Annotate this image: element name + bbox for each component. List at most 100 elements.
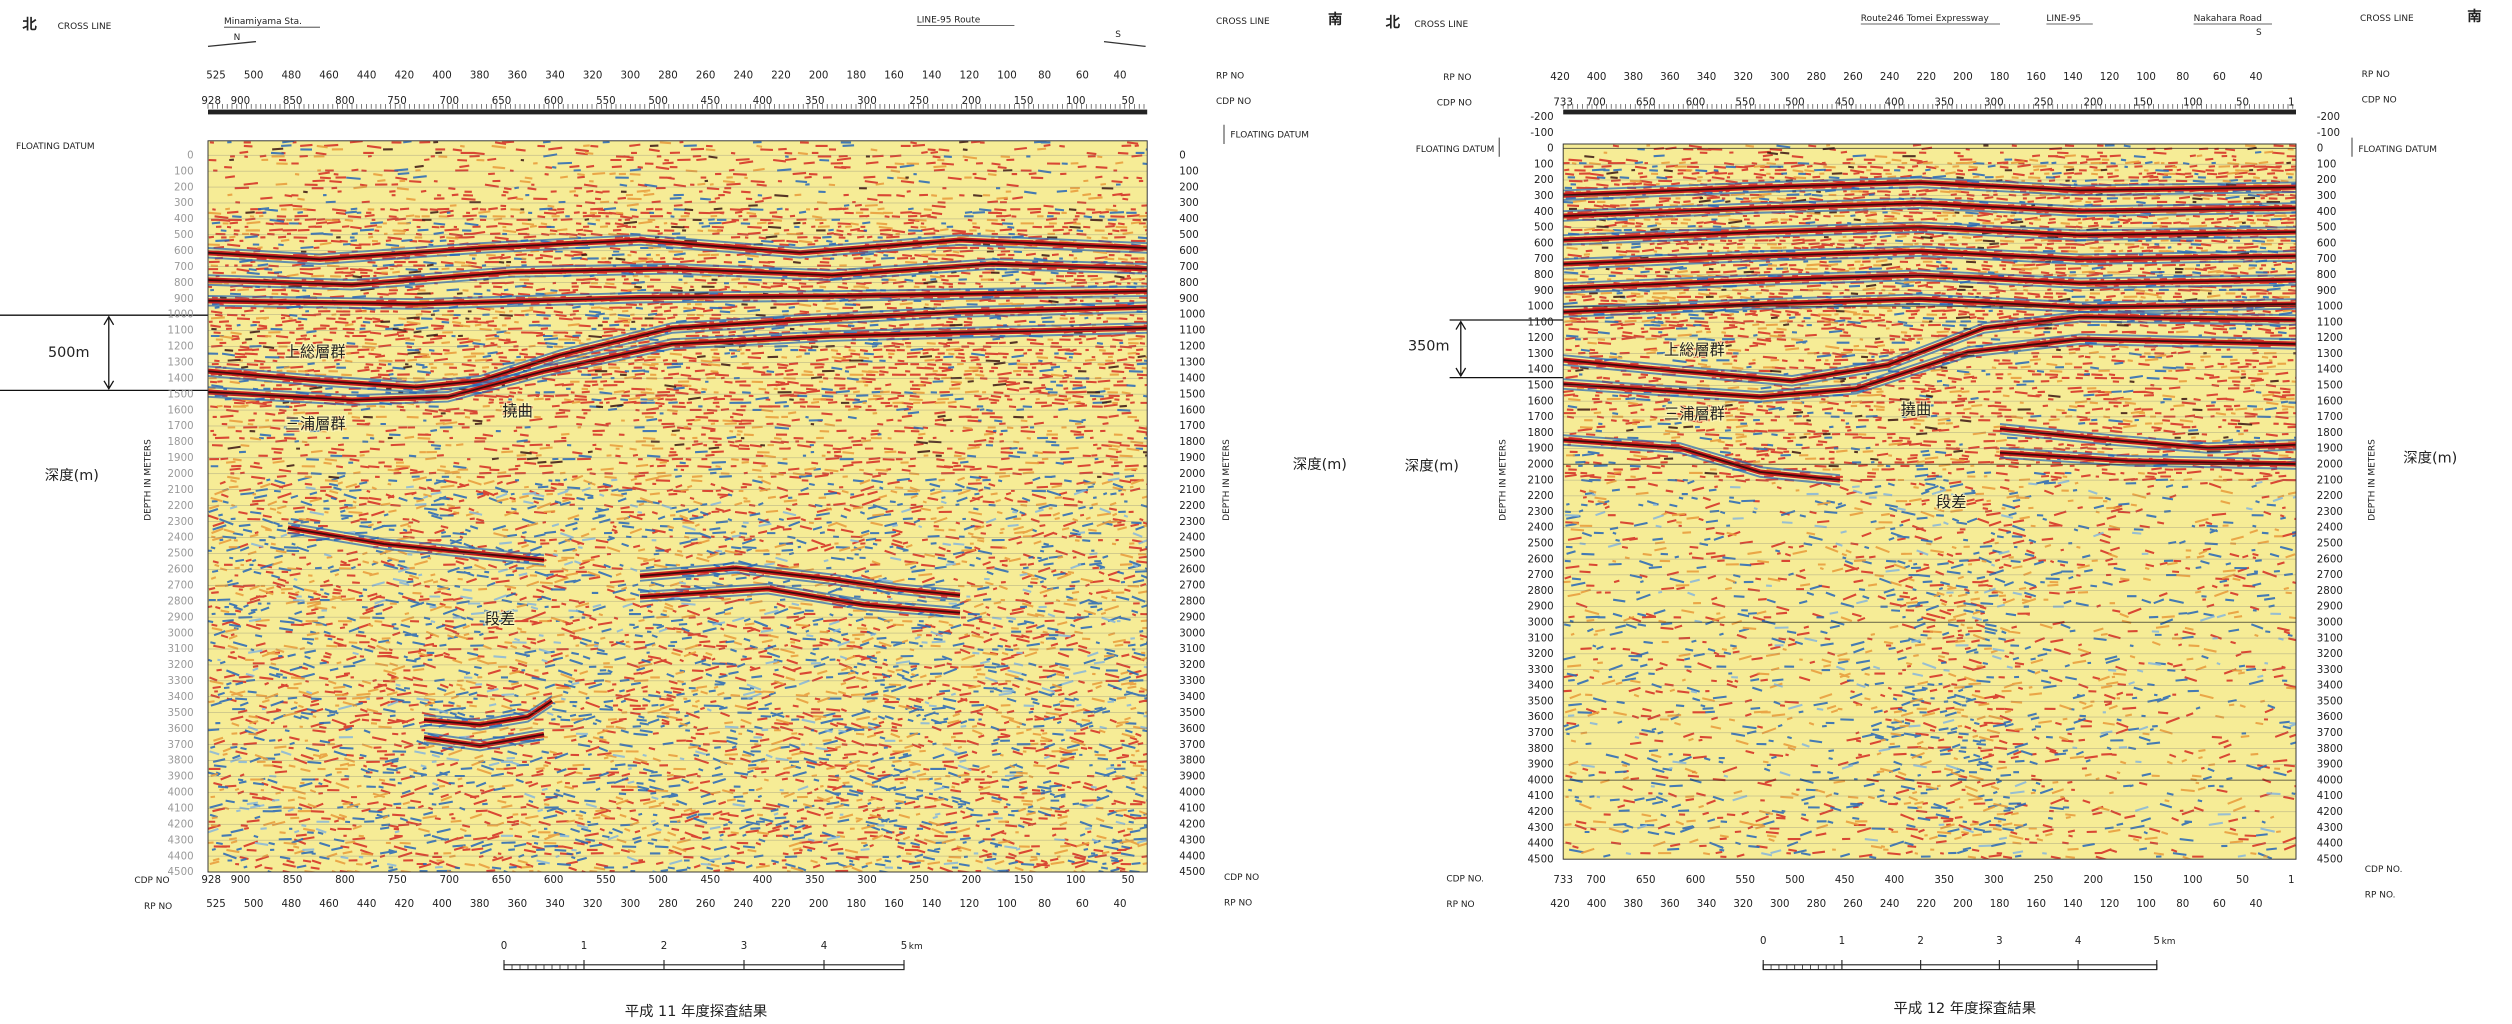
depth-tick-label: 3600 — [168, 723, 194, 735]
reflector — [639, 587, 961, 614]
depth-tick-label: 1900 — [2317, 443, 2343, 455]
cdp-number: 650 — [1636, 97, 1656, 109]
depth-tick-label: 600 — [1179, 245, 1199, 257]
scale-bar-label: 3 — [741, 940, 748, 952]
depth-tick-label: 1300 — [2317, 348, 2343, 360]
depth-tick-label: 2500 — [1528, 537, 1554, 549]
rp-number: 480 — [282, 69, 302, 81]
depth-tick-label: 1700 — [1179, 420, 1205, 432]
cdp-number: 733 — [1553, 874, 1573, 886]
line-name: LINE-95 Route — [917, 15, 981, 25]
rp-number: 260 — [696, 898, 716, 910]
reflector — [1563, 343, 2296, 403]
depth-tick-label: 2300 — [168, 516, 194, 528]
depth-tick-label: 2000 — [1179, 468, 1205, 480]
rp-number: 300 — [621, 69, 641, 81]
depth-label: 深度(m) — [2403, 449, 2457, 466]
depth-tick-label: 4000 — [168, 787, 194, 799]
depth-tick-label: 3400 — [1528, 680, 1554, 692]
depth-tick-label: 2400 — [2317, 522, 2343, 534]
rp-number: 300 — [621, 898, 641, 910]
depth-tick-label: 1200 — [1179, 341, 1205, 353]
depth-tick-label: 4500 — [1179, 866, 1205, 878]
depth-tick-label: 400 — [174, 213, 194, 225]
shotpoint-bar — [208, 109, 1148, 115]
reflector — [1563, 202, 2296, 217]
rp-number: 380 — [1623, 898, 1643, 910]
depth-tick-label: 3800 — [168, 755, 194, 767]
depth-tick-label: -200 — [2317, 111, 2340, 123]
rp-number: 160 — [884, 898, 904, 910]
rp-number: 80 — [2176, 898, 2189, 910]
cdp-number: 600 — [1686, 874, 1706, 886]
depth-tick-label: 3000 — [1179, 627, 1205, 639]
cross-line-label: CROSS LINE — [2360, 14, 2414, 24]
rp-label: RP NO — [2362, 70, 2390, 80]
depth-tick-label: 3900 — [1179, 771, 1205, 783]
depth-tick-label: 1800 — [1179, 436, 1205, 448]
depth-tick-label: 500 — [1534, 222, 1554, 234]
depth-tick-label: 2400 — [1179, 532, 1205, 544]
seismic-noise — [208, 477, 1148, 872]
depth-tick-label: 4500 — [1528, 853, 1554, 865]
depth-tick-label: 3700 — [1528, 727, 1554, 739]
depth-tick-label: 3100 — [1528, 632, 1554, 644]
cdp-number: 1 — [2288, 874, 2295, 886]
depth-tick-label: 4100 — [1179, 802, 1205, 814]
reflector — [208, 243, 1148, 265]
depth-tick-label: 4200 — [1179, 818, 1205, 830]
depth-tick-label: 900 — [2317, 285, 2337, 297]
depth-tick-label: 1500 — [1528, 380, 1554, 392]
cdp-number: 550 — [1735, 97, 1755, 109]
depth-tick-label: 4400 — [2317, 838, 2343, 850]
depth-tick-label: 3700 — [168, 739, 194, 751]
cdp-number: 450 — [1835, 874, 1855, 886]
depth-tick-label: 1300 — [1179, 356, 1205, 368]
depth-tick-label: 4200 — [1528, 806, 1554, 818]
depth-tick-label: 700 — [1179, 261, 1199, 273]
rp-number: 240 — [734, 69, 754, 81]
reflector — [1999, 427, 2296, 449]
rp-number: 280 — [1807, 898, 1827, 910]
depth-tick-label: 1000 — [168, 309, 194, 321]
depth-tick-label: 200 — [2317, 174, 2337, 186]
rp-number: 480 — [282, 898, 302, 910]
depth-tick-label: 1700 — [1528, 411, 1554, 423]
depth-tick-label: 300 — [1534, 190, 1554, 202]
depth-axis-title: DEPTH IN METERS — [1222, 439, 1232, 521]
rp-number: 380 — [1623, 71, 1643, 83]
depth-tick-label: 300 — [1179, 197, 1199, 209]
seismic-section — [1563, 144, 2296, 860]
thickness-label: 500m — [48, 345, 90, 361]
cdp-number: 400 — [753, 95, 773, 107]
depth-tick-label: 2600 — [1179, 564, 1205, 576]
cdp-label: CDP NO — [2362, 95, 2397, 105]
depth-axis-title: DEPTH IN METERS — [2367, 439, 2377, 521]
rp-number: 60 — [1076, 69, 1089, 81]
rp-number: 525 — [206, 898, 226, 910]
depth-tick-label: 3400 — [1179, 691, 1205, 703]
rp-number: 240 — [1880, 71, 1900, 83]
cdp-label: CDP NO — [134, 876, 169, 886]
cdp-label: CDP NO — [1437, 99, 1472, 109]
cdp-number: 350 — [805, 874, 825, 886]
cdp-number: 550 — [1735, 874, 1755, 886]
depth-tick-label: 100 — [1179, 165, 1199, 177]
cdp-number: 650 — [1636, 874, 1656, 886]
rp-number: 60 — [2213, 71, 2226, 83]
depth-tick-label: 1700 — [2317, 411, 2343, 423]
reflector — [639, 592, 961, 619]
reflector — [1563, 250, 2296, 265]
cdp-number: 450 — [701, 874, 721, 886]
cdp-number: 450 — [1835, 97, 1855, 109]
scale-bar-unit: km — [2162, 937, 2176, 947]
depth-tick-label: 1100 — [2317, 316, 2343, 328]
cdp-number: 500 — [648, 95, 668, 107]
depth-tick-label: 4500 — [2317, 853, 2343, 865]
cross-line-label: CROSS LINE — [1414, 20, 1468, 30]
rp-number: 360 — [1660, 898, 1680, 910]
cdp-number: 100 — [1066, 874, 1086, 886]
depth-tick-label: 1000 — [2317, 301, 2343, 313]
reflector — [208, 290, 1148, 305]
reflector — [423, 728, 545, 742]
